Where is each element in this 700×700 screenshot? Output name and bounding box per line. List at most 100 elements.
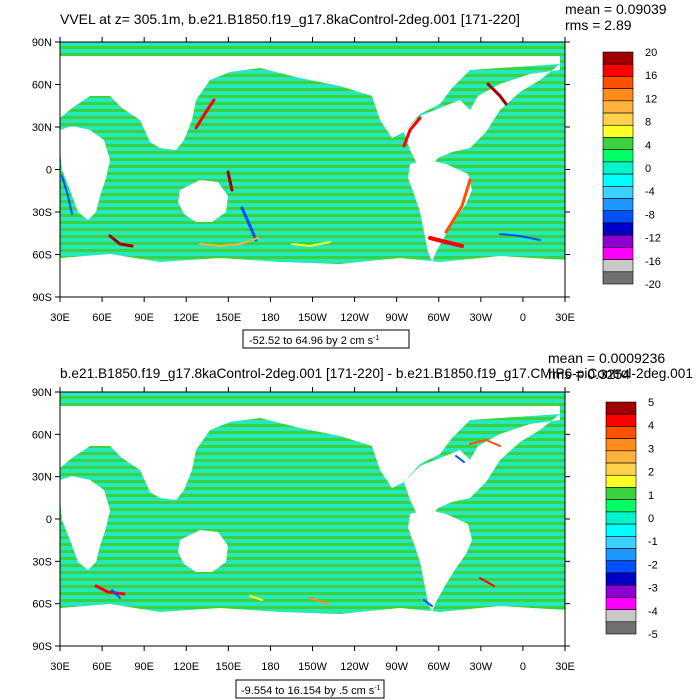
map-top	[59, 41, 566, 298]
range-label-bottom: -9.554 to 16.154 by .5 cm s	[241, 685, 375, 697]
colorbar-swatch	[602, 161, 634, 175]
colorbar-swatch	[605, 572, 637, 586]
colorbar-swatch	[605, 499, 637, 513]
colorbar-label: -4	[648, 606, 658, 618]
lat-label: 30S	[32, 556, 52, 568]
range-text-bottom: -9.554 to 16.154 by .5 cm s-1	[241, 685, 381, 697]
lon-label: 90W	[385, 661, 408, 673]
lon-label: 30E	[555, 312, 575, 324]
lon-label: 150E	[215, 661, 241, 673]
velocity-features-bottom	[94, 438, 501, 607]
lon-label: 0	[520, 312, 526, 324]
panel-bottom-title: b.e21.B1850.f19_g17.8kaControl-2deg.001 …	[60, 365, 693, 381]
lon-label: 90E	[134, 312, 154, 324]
colorbar-label: -20	[645, 279, 661, 291]
colorbar-label: -1	[648, 536, 658, 548]
axes-bottom: 90N 60N 30N 0 30S 60S 90S 30E 60E 90E 120E 150E 180 1…	[32, 387, 575, 673]
colorbar-label: 16	[645, 70, 657, 82]
colorbar-label: 4	[648, 420, 654, 432]
colorbar-swatch	[605, 621, 637, 635]
panel-top: VVEL at z= 305.1m, b.e21.B1850.f19_g17.8…	[32, 1, 667, 349]
land-masses-top	[60, 56, 565, 297]
lat-label: 90S	[32, 292, 52, 304]
colorbar-swatch	[605, 536, 637, 549]
colorbar-swatch	[602, 259, 634, 273]
lon-label: 30E	[50, 661, 70, 673]
colorbar-swatch	[602, 112, 634, 126]
colorbar-swatch	[602, 124, 634, 138]
colorbar-swatch	[605, 474, 637, 488]
lat-label: 0	[46, 165, 52, 177]
eurasia-land	[60, 406, 560, 500]
panel-top-title: VVEL at z= 305.1m, b.e21.B1850.f19_g17.8…	[60, 11, 520, 27]
colorbar-swatch	[605, 560, 637, 574]
acc-south-atlantic-feature	[428, 236, 464, 248]
australia-land	[178, 180, 228, 222]
brazil-current-feature	[444, 178, 472, 234]
colorbar-swatch	[605, 584, 637, 598]
range-box-bottom: -9.554 to 16.154 by .5 cm s-1	[235, 679, 385, 699]
colorbar-swatch	[605, 597, 637, 610]
lon-label: 150W	[298, 312, 327, 324]
lon-label: 150E	[215, 312, 241, 324]
colorbar-swatch	[602, 198, 634, 212]
colorbar-swatch	[602, 51, 634, 65]
colorbar-label: 12	[645, 93, 657, 105]
land-masses-bottom	[60, 406, 565, 646]
colorbar-swatch	[602, 210, 634, 224]
kuroshio-feature	[194, 98, 216, 130]
acc-blue-feature	[240, 206, 258, 242]
acc-east-feature	[499, 233, 541, 241]
lat-label: 90N	[32, 387, 52, 399]
lon-label: 120W	[340, 661, 369, 673]
range-text-top: -52.52 to 64.96 by 2 cm s-1	[249, 335, 379, 347]
africa-land	[60, 126, 110, 220]
colorbar-swatch	[605, 523, 637, 537]
colorbar-label: 5	[648, 397, 654, 409]
colorbar-swatch	[605, 609, 637, 623]
colorbar-swatch	[605, 548, 637, 562]
colorbar-swatch	[605, 401, 637, 415]
africa-land	[60, 476, 110, 570]
acc-pacific-diff-feature	[309, 597, 329, 605]
colorbar-swatch	[602, 137, 634, 150]
lat-label: 60S	[32, 599, 52, 611]
antarctica-land	[60, 254, 565, 297]
colorbar-swatch	[602, 100, 634, 114]
colorbar-label: -4	[645, 186, 655, 198]
eurasia-land	[60, 56, 560, 150]
lon-label: 180	[261, 661, 279, 673]
antarctica-land	[60, 604, 565, 646]
acc-diff-feature	[249, 595, 263, 601]
lon-label: 30W	[470, 661, 493, 673]
colorbar-swatch	[602, 222, 634, 236]
east-australia-feature	[226, 170, 234, 192]
north-atlantic-feature	[486, 82, 508, 106]
agulhas-diff-blue-feature	[111, 589, 121, 599]
south-america-land	[408, 160, 472, 262]
axes-top: 90N 60N 30N 0 30S 60S 90S 30E 60E 90E 120E 150E 180 1…	[32, 37, 575, 324]
colorbar-swatch	[605, 450, 637, 464]
colorbar-swatch	[605, 487, 637, 500]
lon-label: 60E	[92, 661, 112, 673]
colorbar-label: 1	[648, 490, 654, 502]
south-america-land	[408, 510, 472, 612]
north-atlantic-diff-feature	[469, 438, 501, 447]
lon-label: 0	[520, 661, 526, 673]
colorbar-label: 3	[648, 443, 654, 455]
lat-label: 60N	[32, 429, 52, 441]
range-box-top: -52.52 to 64.96 by 2 cm s-1	[242, 329, 410, 349]
panel-bottom-mean: mean = 0.0009236	[548, 350, 665, 366]
colorbar-label: -12	[645, 233, 661, 245]
colorbar-label: -8	[645, 209, 655, 221]
panel-bottom: b.e21.B1850.f19_g17.8kaControl-2deg.001 …	[32, 350, 693, 699]
colorbar-swatch	[602, 247, 634, 260]
lon-label: 30E	[555, 661, 575, 673]
colorbar-label: -16	[645, 256, 661, 268]
colorbar-label: 0	[645, 163, 651, 175]
colorbar-swatch	[605, 426, 637, 439]
lon-label: 30E	[50, 312, 70, 324]
colorbar-swatch	[602, 76, 634, 89]
colorbar-top: 20 16 12 8 4 0 -4 -8 -12 -16 -20	[602, 47, 661, 291]
